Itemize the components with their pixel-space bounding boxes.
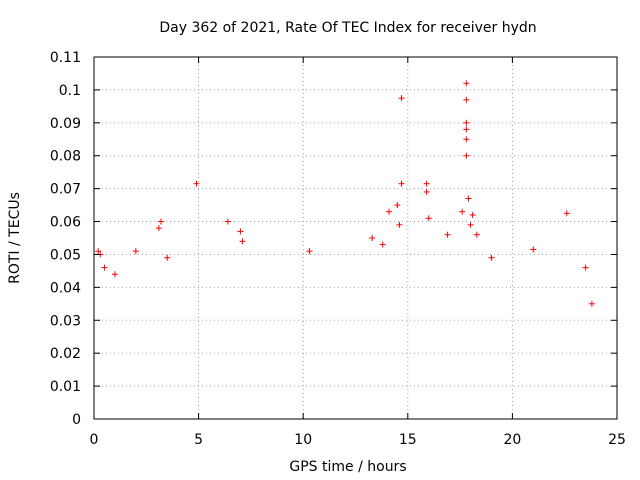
data-point — [398, 95, 405, 102]
y-tick-label: 0.03 — [50, 313, 81, 329]
x-tick-label: 25 — [608, 432, 626, 448]
data-point — [224, 218, 231, 225]
y-axis-label: ROTI / TECUs — [7, 192, 23, 284]
data-point — [398, 180, 405, 187]
data-point — [463, 80, 470, 87]
data-point — [396, 221, 403, 228]
chart-title: Day 362 of 2021, Rate Of TEC Index for r… — [159, 20, 536, 36]
data-point — [379, 241, 386, 248]
data-point — [463, 126, 470, 133]
data-point — [132, 248, 139, 255]
y-tick-label: 0 — [72, 412, 81, 428]
data-point — [488, 254, 495, 261]
data-point — [155, 225, 162, 232]
data-point — [469, 211, 476, 218]
grid-lines — [94, 57, 617, 419]
data-point — [95, 248, 102, 255]
plot-frame — [93, 56, 618, 420]
data-point — [237, 228, 244, 235]
x-tick-label: 20 — [503, 432, 521, 448]
y-tick-label: 0.04 — [50, 280, 81, 296]
data-point — [101, 264, 108, 271]
x-tick-label: 10 — [294, 432, 312, 448]
data-point — [423, 188, 430, 195]
data-point — [465, 195, 472, 202]
x-tick-label: 0 — [90, 432, 99, 448]
data-point — [463, 136, 470, 143]
x-tick-label: 5 — [194, 432, 203, 448]
data-point — [530, 246, 537, 253]
data-point — [582, 264, 589, 271]
data-point — [385, 208, 392, 215]
data-point — [306, 248, 313, 255]
data-point — [563, 210, 570, 217]
data-point — [369, 235, 376, 241]
data-point — [444, 231, 451, 238]
data-point — [111, 271, 118, 278]
data-points — [95, 80, 595, 307]
y-tick-label: 0.1 — [59, 83, 81, 99]
y-tick-label: 0.11 — [50, 50, 81, 66]
data-point — [394, 202, 401, 209]
data-point — [193, 180, 200, 187]
y-tick-label: 0.01 — [50, 379, 81, 395]
data-point — [463, 96, 470, 103]
data-point — [588, 300, 595, 307]
y-tick-label: 0.08 — [50, 149, 81, 165]
data-point — [239, 238, 246, 245]
data-point — [467, 221, 474, 228]
y-tick-label: 0.07 — [50, 182, 81, 198]
x-axis-label: GPS time / hours — [289, 459, 406, 475]
data-point — [425, 215, 432, 222]
y-tick-label: 0.02 — [50, 346, 81, 362]
data-point — [423, 180, 430, 187]
data-point — [157, 218, 164, 225]
data-point — [459, 208, 466, 215]
data-point — [164, 254, 171, 261]
y-tick-label: 0.05 — [50, 247, 81, 263]
data-point — [463, 119, 470, 126]
x-tick-label: 15 — [399, 432, 417, 448]
data-point — [473, 231, 480, 238]
y-tick-label: 0.09 — [50, 116, 81, 132]
axis-ticks: 0 5 10 15 20 25 0 0.01 0.02 0.03 0.04 0.05 0.06 0.07 0… — [50, 50, 626, 448]
y-tick-label: 0.06 — [50, 215, 81, 231]
data-point — [463, 152, 470, 159]
